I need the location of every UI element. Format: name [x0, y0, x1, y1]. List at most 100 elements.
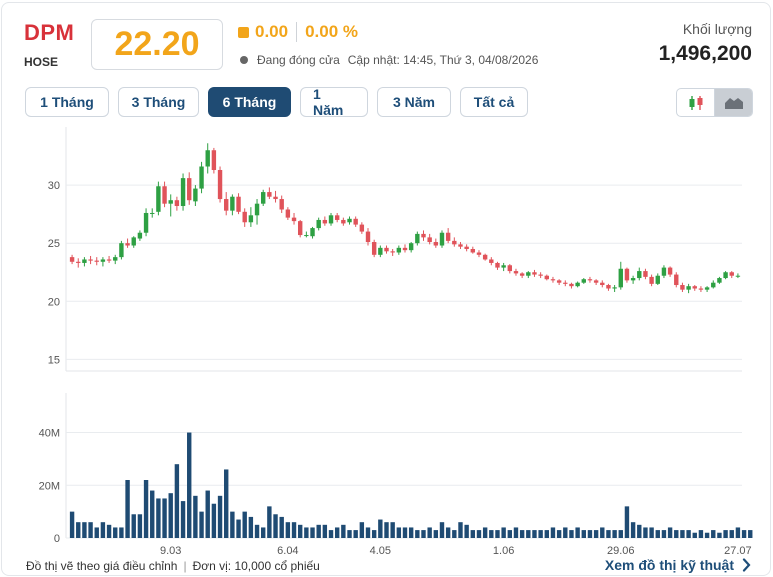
tab-3-years[interactable]: 3 Năm: [377, 87, 451, 117]
candle-body: [137, 232, 143, 239]
volume-bar: [347, 530, 352, 538]
volume-bar: [643, 527, 648, 538]
price-tick-label: 20: [48, 296, 60, 308]
date-tick-label: 6.04: [277, 545, 298, 557]
change-value: 0.00: [255, 22, 289, 41]
candle-body: [408, 243, 414, 251]
candle-body: [297, 221, 303, 236]
volume-bar: [187, 432, 192, 538]
candle-body: [692, 286, 697, 289]
volume-bar: [470, 530, 476, 538]
candle-body: [612, 287, 617, 289]
volume-bar: [415, 530, 420, 538]
volume-bar: [655, 530, 660, 538]
candle-body: [156, 186, 161, 212]
candle-body: [501, 265, 506, 268]
volume-bar: [593, 530, 599, 538]
volume-bar: [94, 527, 99, 538]
candle-body: [143, 212, 149, 233]
volume-bar: [174, 464, 180, 538]
candle-body: [180, 178, 186, 207]
volume-bar: [452, 530, 457, 538]
tab-1-month[interactable]: 1 Tháng: [25, 87, 109, 117]
volume-bar: [569, 530, 574, 538]
volume-bar: [692, 532, 697, 538]
candle-body: [390, 251, 395, 253]
volume-bar: [674, 530, 679, 538]
volume-tick-label: 40M: [39, 428, 60, 440]
candle-body: [495, 262, 500, 268]
volume-bar: [606, 530, 611, 538]
volume-bar: [125, 480, 130, 538]
candle-body: [563, 282, 568, 284]
volume-bar: [507, 530, 513, 538]
tab-1-year[interactable]: 1 Năm: [300, 86, 368, 118]
volume-value: 1,496,200: [658, 42, 752, 65]
ticker-symbol: DPM: [24, 20, 75, 45]
volume-bar: [137, 514, 143, 538]
volume-bar: [680, 530, 685, 538]
volume-bar: [556, 530, 562, 538]
tab-3-months[interactable]: 3 Tháng: [118, 87, 199, 117]
volume-bar: [384, 522, 389, 538]
volume-bar: [205, 490, 210, 538]
volume-bar: [624, 506, 630, 538]
status-dot-icon: [240, 56, 248, 64]
candle-body: [261, 192, 266, 204]
volume-bar: [304, 527, 309, 538]
chevron-right-icon: [742, 558, 751, 572]
price-tick-label: 30: [48, 180, 60, 192]
price-box: 22.20: [91, 19, 223, 70]
status-row: Đang đóng cửa Cập nhật: 14:45, Thứ 3, 04…: [240, 53, 538, 67]
tab-all[interactable]: Tất cả: [460, 87, 528, 117]
candle-body: [587, 279, 593, 281]
candle-body: [353, 218, 358, 225]
candle-body: [88, 259, 93, 261]
date-tick-label: 29.06: [607, 545, 635, 557]
technical-chart-link[interactable]: Xem đồ thị kỹ thuật: [605, 557, 751, 573]
volume-bar: [297, 524, 303, 538]
candle-body: [316, 219, 321, 229]
change-divider: [296, 22, 298, 42]
volume-bar: [575, 527, 580, 538]
volume-bar: [741, 530, 747, 538]
update-time: Cập nhật: 14:45, Thứ 3, 04/08/2026: [347, 53, 539, 67]
volume-bar: [735, 527, 741, 538]
volume-bar: [563, 527, 568, 538]
volume-bar: [723, 530, 728, 538]
candle-body: [735, 275, 741, 277]
candle-body: [630, 278, 636, 281]
volume-bar: [618, 530, 623, 538]
note-adjusted: Đồ thị vẽ theo giá điều chỉnh: [26, 559, 178, 573]
candle-body: [100, 259, 106, 262]
volume-bar: [76, 522, 81, 538]
volume-bar: [217, 495, 223, 538]
candle-body: [94, 260, 99, 262]
volume-bar: [445, 527, 451, 538]
volume-bar: [341, 524, 346, 538]
candlestick-icon: [689, 95, 702, 110]
volume-bar: [587, 530, 593, 538]
volume-bar: [248, 516, 254, 538]
candle-body: [661, 267, 667, 276]
candle-body: [359, 224, 365, 232]
candle-body: [711, 282, 716, 288]
volume-tick-label: 20M: [39, 480, 60, 492]
candle-body: [723, 272, 728, 279]
candle-body: [538, 274, 543, 276]
candle-body: [470, 249, 476, 253]
candle-body: [507, 265, 513, 272]
volume-bar: [150, 490, 155, 538]
area-chart-button[interactable]: [714, 89, 752, 116]
volume-bar: [156, 498, 161, 538]
price-tick-label: 15: [48, 354, 60, 366]
volume-bar: [667, 527, 673, 538]
candlestick-button[interactable]: [677, 89, 714, 116]
candle-body: [162, 186, 167, 204]
volume-bar: [550, 527, 556, 538]
volume-bar: [630, 522, 636, 538]
candle-body: [174, 200, 180, 207]
candle-body: [698, 288, 704, 290]
tab-6-months[interactable]: 6 Tháng: [208, 87, 291, 117]
candle-body: [680, 285, 685, 290]
